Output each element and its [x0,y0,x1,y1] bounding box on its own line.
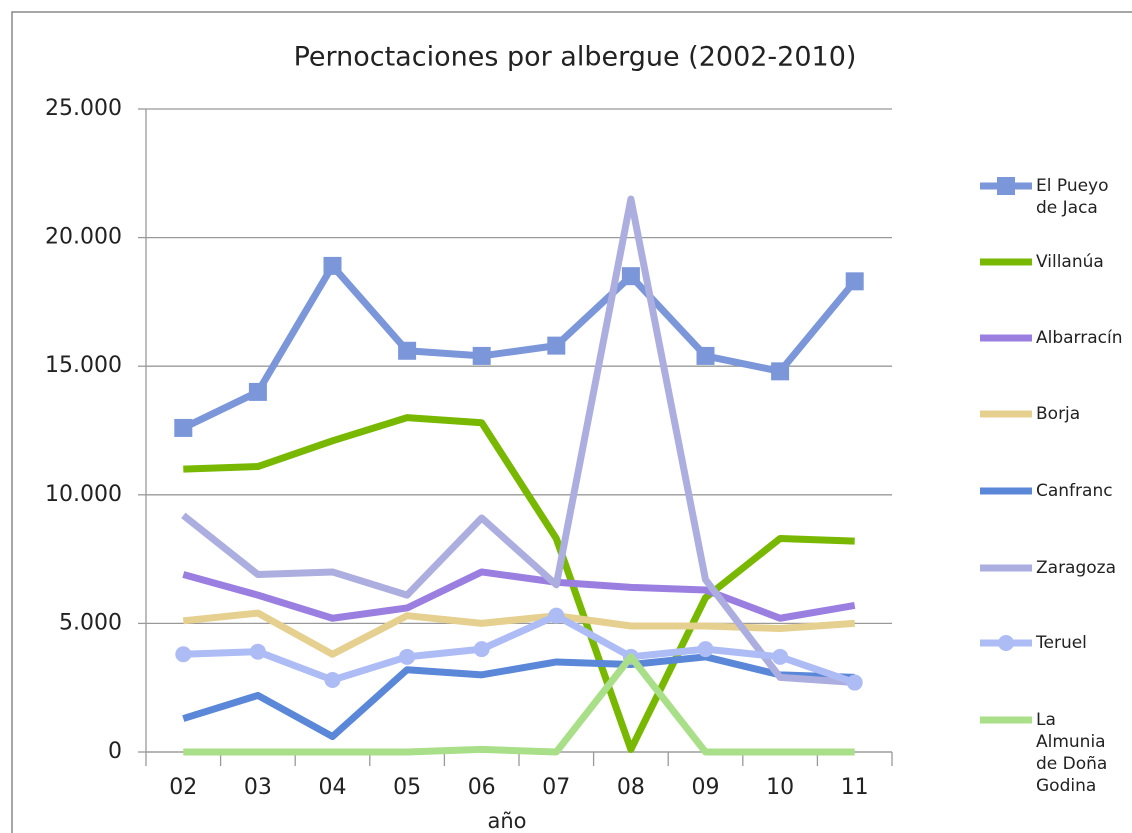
x-tick-label: 11 [841,775,869,800]
marker [621,267,640,286]
marker [696,346,715,365]
x-tick-label: 04 [319,775,347,800]
series-line [181,262,858,432]
marker [175,646,192,663]
marker [324,671,341,688]
marker [547,336,566,355]
legend-label: Albarracín [1036,328,1123,348]
legend-label: Borja [1036,404,1081,424]
legend-label: Canfranc [1036,481,1113,501]
marker [472,346,491,365]
marker [998,635,1014,651]
marker [697,641,714,658]
series-line [182,653,855,741]
marker [248,382,267,401]
x-tick-label: 06 [468,775,496,800]
x-tick-label: 07 [542,775,570,800]
marker [398,341,417,360]
marker [771,362,790,381]
x-tick-label: 05 [393,775,421,800]
x-tick-label: 03 [244,775,272,800]
x-tick-label: 02 [169,775,197,800]
legend-label: Zaragoza [1036,558,1117,578]
series-line [181,195,855,687]
y-tick-label: 15.000 [45,353,122,378]
marker [845,272,864,291]
x-tick-label: 08 [617,775,645,800]
series-line [183,414,855,753]
chart-border [11,11,1132,833]
marker [399,648,416,665]
legend-label: Teruel [1036,633,1087,653]
series-line [182,568,856,622]
legend-label: El Pueyo de Jaca [1036,176,1109,218]
x-tick-label: 10 [766,775,794,800]
series-line [183,612,856,686]
y-tick-label: 25.000 [45,96,122,121]
marker [548,607,565,624]
y-tick-label: 0 [108,739,122,764]
y-tick-label: 20.000 [45,225,122,250]
marker [174,418,193,437]
marker [846,674,863,691]
y-tick-label: 10.000 [45,482,122,507]
legend-label: La Almunia de Doña Godina [1036,710,1108,796]
y-tick-label: 5.000 [59,610,122,635]
x-tick-label: 09 [692,775,720,800]
legend-label: Villanúa [1036,252,1104,272]
x-axis-label: año [487,809,526,833]
marker [772,648,789,665]
marker [473,641,490,658]
series-line [183,653,855,756]
chart-title: Pernoctaciones por albergue (2002-2010) [294,42,857,73]
marker [997,177,1015,195]
marker [323,256,342,275]
marker [249,643,266,660]
